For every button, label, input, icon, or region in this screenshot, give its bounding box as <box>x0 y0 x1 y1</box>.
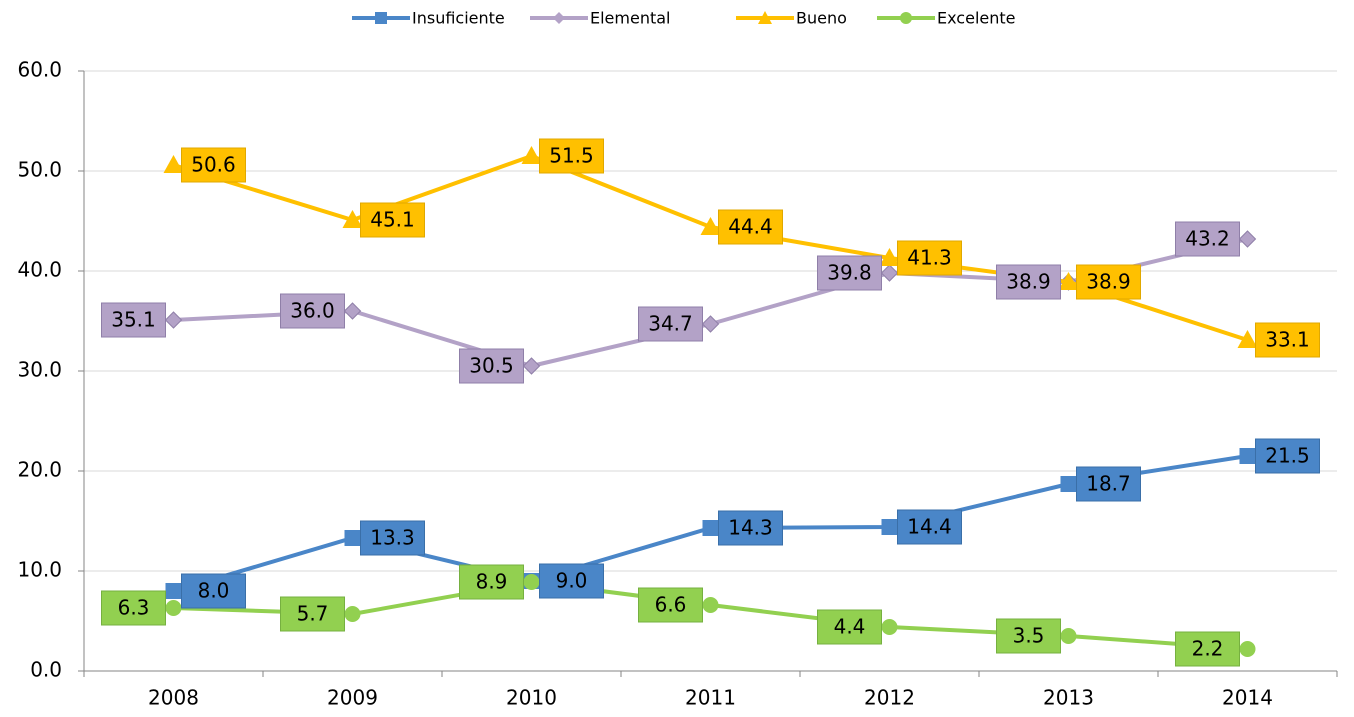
data-label: 36.0 <box>290 299 335 323</box>
legend-label: Excelente <box>937 9 1015 28</box>
data-label: 13.3 <box>370 526 415 550</box>
data-label: 18.7 <box>1086 472 1131 496</box>
marker <box>522 146 542 164</box>
y-tick-label: 60.0 <box>17 58 62 82</box>
data-label: 3.5 <box>1013 624 1045 648</box>
x-tick-label: 2012 <box>864 686 915 710</box>
legend-label: Insuficiente <box>412 9 505 28</box>
data-label: 50.6 <box>191 153 236 177</box>
data-label: 14.3 <box>728 516 773 540</box>
legend-label: Bueno <box>796 9 847 28</box>
marker <box>345 606 361 622</box>
marker <box>703 520 719 536</box>
data-label: 51.5 <box>549 144 594 168</box>
data-label: 2.2 <box>1192 637 1224 661</box>
data-label: 35.1 <box>111 308 156 332</box>
legend-label: Elemental <box>590 9 671 28</box>
legend-marker <box>375 12 387 24</box>
marker <box>166 312 182 328</box>
data-label: 6.3 <box>118 596 150 620</box>
marker <box>882 265 898 281</box>
data-label: 45.1 <box>370 208 415 232</box>
data-label: 30.5 <box>469 354 514 378</box>
data-label: 44.4 <box>728 215 773 239</box>
x-tick-label: 2011 <box>685 686 736 710</box>
x-tick-label: 2013 <box>1043 686 1094 710</box>
x-tick-label: 2008 <box>148 686 199 710</box>
x-tick-label: 2014 <box>1222 686 1273 710</box>
marker <box>1240 641 1256 657</box>
data-label: 38.9 <box>1086 270 1131 294</box>
marker <box>164 155 184 173</box>
legend-marker <box>900 12 912 24</box>
marker <box>166 600 182 616</box>
x-tick-label: 2009 <box>327 686 378 710</box>
y-tick-label: 40.0 <box>17 258 62 282</box>
y-tick-label: 30.0 <box>17 358 62 382</box>
chart: 0.0 10.0 20.0 30.0 40.0 50.0 60.0 2008 2009 2010 2… <box>0 0 1354 717</box>
y-tick-label: 10.0 <box>17 558 62 582</box>
legend-marker <box>553 12 565 24</box>
data-label: 38.9 <box>1006 270 1051 294</box>
marker <box>345 530 361 546</box>
marker <box>524 358 540 374</box>
data-label: 34.7 <box>648 312 693 336</box>
y-tick-label: 20.0 <box>17 458 62 482</box>
data-label: 41.3 <box>907 246 952 270</box>
data-label: 21.5 <box>1265 444 1310 468</box>
marker <box>524 574 540 590</box>
data-label: 39.8 <box>827 261 872 285</box>
marker <box>345 303 361 319</box>
marker <box>882 619 898 635</box>
marker <box>1061 628 1077 644</box>
data-label: 8.0 <box>198 579 230 603</box>
data-label: 8.9 <box>476 570 508 594</box>
y-tick-label: 0.0 <box>30 658 62 682</box>
marker <box>1240 231 1256 247</box>
data-label: 4.4 <box>834 615 866 639</box>
data-label: 43.2 <box>1185 227 1230 251</box>
data-label: 33.1 <box>1265 328 1310 352</box>
marker <box>882 519 898 535</box>
data-label: 6.6 <box>655 593 687 617</box>
marker <box>1240 448 1256 464</box>
marker <box>1061 476 1077 492</box>
data-label: 5.7 <box>297 602 329 626</box>
x-tick-label: 2010 <box>506 686 557 710</box>
marker <box>703 316 719 332</box>
marker <box>166 583 182 599</box>
data-label: 9.0 <box>556 569 588 593</box>
marker <box>703 597 719 613</box>
data-label: 14.4 <box>907 515 952 539</box>
y-tick-label: 50.0 <box>17 158 62 182</box>
